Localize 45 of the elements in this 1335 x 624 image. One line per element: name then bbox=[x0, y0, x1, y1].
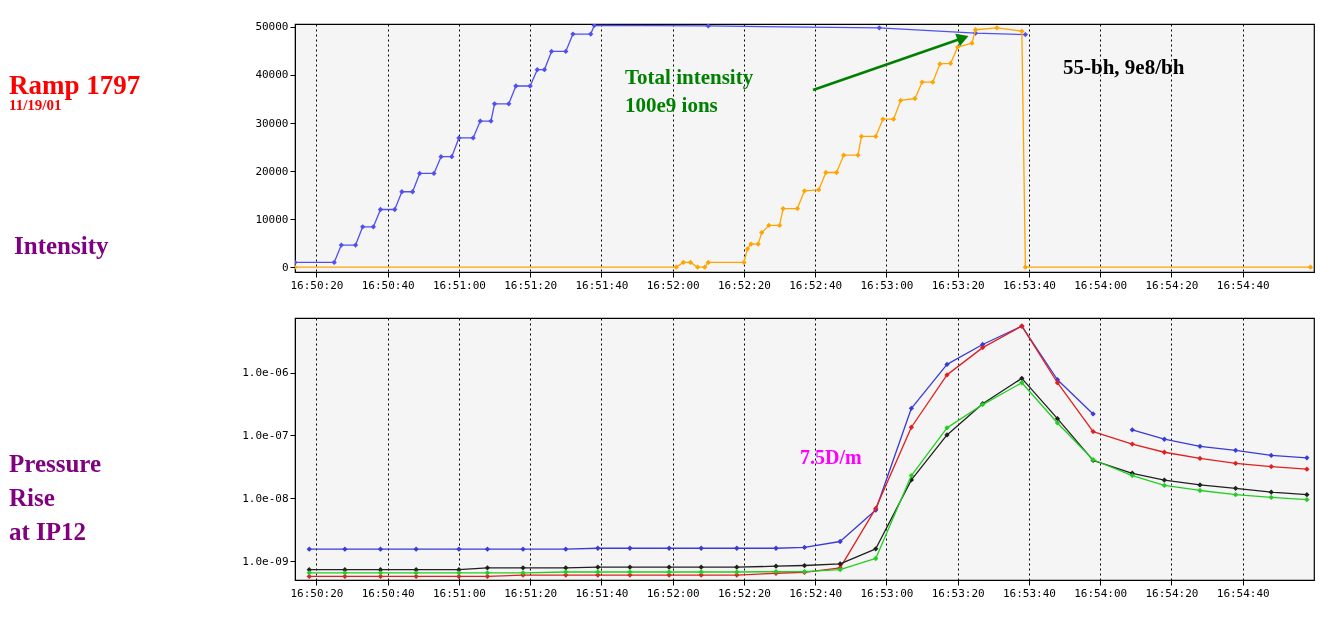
x-tick-label: 16:54:40 bbox=[1216, 586, 1270, 600]
annotation: 55-bh, 9e8/bh bbox=[1063, 55, 1185, 79]
y-axis-title: Pressure Rise at IP12 bbox=[9, 450, 102, 545]
x-tick-label: 16:50:20 bbox=[290, 586, 344, 600]
x-tick-label: 16:53:20 bbox=[931, 278, 985, 292]
y-tick-label: 0 bbox=[281, 260, 289, 274]
y-tick-label: 1.0e-08 bbox=[242, 491, 289, 505]
x-tick-label: 16:52:20 bbox=[717, 278, 771, 292]
x-tick-label: 16:53:00 bbox=[860, 278, 914, 292]
y-tick-label: 1.0e-07 bbox=[242, 428, 289, 442]
x-tick-label: 16:54:20 bbox=[1145, 586, 1199, 600]
x-tick-label: 16:53:40 bbox=[1002, 278, 1056, 292]
y-axis-title: Intensity bbox=[14, 232, 109, 259]
x-tick-label: 16:54:40 bbox=[1216, 278, 1270, 292]
x-tick-label: 16:54:00 bbox=[1074, 586, 1128, 600]
x-tick-label: 16:50:40 bbox=[361, 278, 415, 292]
y-tick-label: 10000 bbox=[255, 212, 289, 226]
x-tick-label: 16:50:40 bbox=[361, 586, 415, 600]
x-tick-label: 16:51:00 bbox=[432, 278, 486, 292]
x-tick-label: 16:54:20 bbox=[1145, 278, 1199, 292]
y-tick-label: 1.0e-06 bbox=[242, 366, 289, 380]
text: 11/19/01 bbox=[9, 97, 62, 113]
x-tick-label: 16:52:40 bbox=[789, 586, 843, 600]
y-tick-label: 1.0e-09 bbox=[242, 554, 289, 568]
x-tick-label: 16:53:40 bbox=[1002, 586, 1056, 600]
text: Ramp 1797 bbox=[9, 70, 141, 100]
y-tick-label: 30000 bbox=[255, 116, 289, 130]
x-tick-label: 16:50:20 bbox=[290, 278, 344, 292]
y-tick-label: 20000 bbox=[255, 164, 289, 178]
x-tick-label: 16:54:00 bbox=[1074, 278, 1128, 292]
x-tick-label: 16:51:00 bbox=[432, 586, 486, 600]
x-tick-label: 16:51:40 bbox=[575, 278, 629, 292]
x-tick-label: 16:51:20 bbox=[504, 586, 558, 600]
y-tick-label: 40000 bbox=[255, 68, 289, 82]
annotation: 7.5D/m bbox=[800, 446, 862, 468]
x-tick-label: 16:52:40 bbox=[789, 278, 843, 292]
x-tick-label: 16:52:00 bbox=[646, 586, 700, 600]
x-tick-label: 16:51:20 bbox=[504, 278, 558, 292]
x-tick-label: 16:53:20 bbox=[931, 586, 985, 600]
annotation: Total intensity 100e9 ions bbox=[625, 65, 754, 118]
x-tick-label: 16:52:00 bbox=[646, 278, 700, 292]
x-tick-label: 16:51:40 bbox=[575, 586, 629, 600]
x-tick-label: 16:53:00 bbox=[860, 586, 914, 600]
x-tick-label: 16:52:20 bbox=[717, 586, 771, 600]
y-tick-label: 50000 bbox=[255, 20, 289, 34]
